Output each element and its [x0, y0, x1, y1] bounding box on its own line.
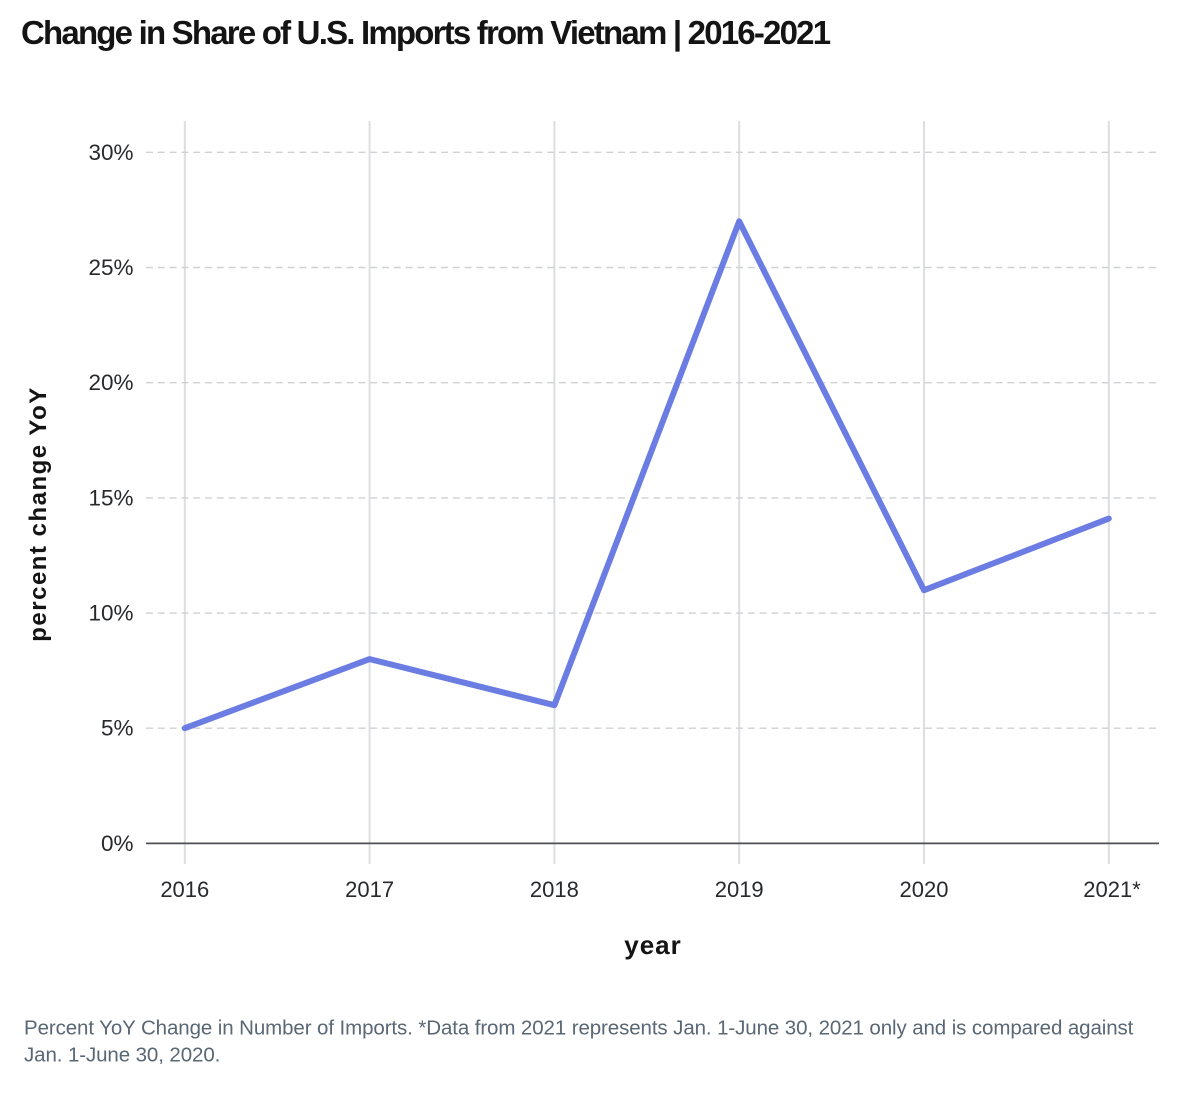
svg-text:Jan. 1-June 30, 2020.: Jan. 1-June 30, 2020.	[24, 1044, 220, 1067]
svg-text:15%: 15%	[88, 485, 133, 510]
svg-text:2020: 2020	[900, 877, 949, 902]
svg-text:0%: 0%	[101, 831, 134, 856]
svg-text:5%: 5%	[101, 716, 134, 741]
svg-text:2016: 2016	[160, 877, 209, 902]
svg-text:30%: 30%	[88, 140, 133, 165]
svg-text:year: year	[624, 930, 682, 960]
svg-text:2018: 2018	[530, 877, 579, 902]
svg-text:20%: 20%	[88, 370, 133, 395]
svg-text:10%: 10%	[88, 601, 133, 626]
svg-text:Percent YoY Change in Number o: Percent YoY Change in Number of Imports.…	[24, 1017, 1134, 1040]
svg-text:25%: 25%	[88, 255, 133, 280]
svg-text:2017: 2017	[345, 877, 394, 902]
svg-text:2021*: 2021*	[1083, 877, 1141, 902]
svg-text:2019: 2019	[715, 877, 764, 902]
svg-text:percent change YoY: percent change YoY	[25, 386, 52, 642]
